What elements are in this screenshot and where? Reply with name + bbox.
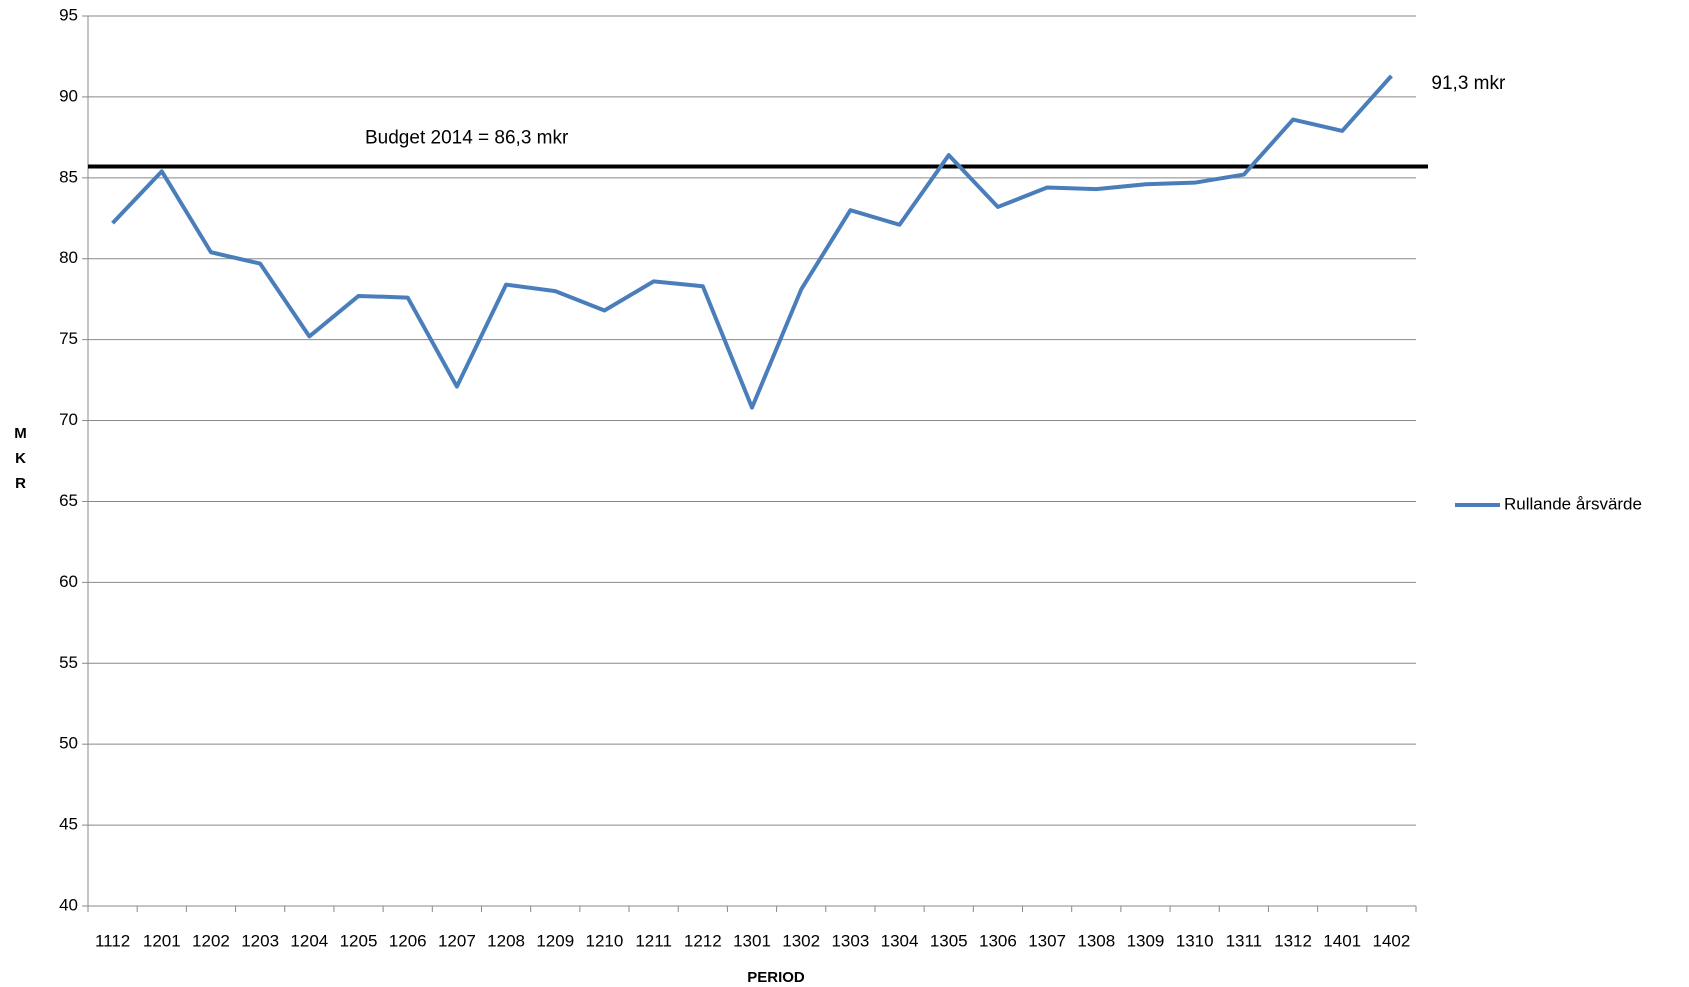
x-tick-label: 1202: [192, 931, 230, 950]
y-tick-label: 40: [59, 895, 78, 914]
x-tick-label: 1301: [733, 931, 771, 950]
data-line: [111, 74, 1393, 410]
x-tick-label: 1212: [684, 931, 722, 950]
x-tick-label: 1311: [1226, 931, 1263, 950]
x-tick-label: 1303: [831, 931, 869, 950]
x-tick-label: 1201: [143, 931, 181, 950]
y-tick-label: 90: [59, 86, 78, 105]
x-tick-label: 1305: [930, 931, 968, 950]
x-tick-label: 1210: [586, 931, 624, 950]
legend-label: Rullande årsvärde: [1504, 494, 1642, 513]
x-tick-label: 1309: [1127, 931, 1165, 950]
x-tick-label: 1209: [536, 931, 574, 950]
x-tick-label: 1401: [1323, 931, 1361, 950]
x-tick-label: 1208: [487, 931, 525, 950]
x-tick-label: 1402: [1372, 931, 1410, 950]
x-tick-label: 1112: [95, 931, 130, 950]
reference-label: Budget 2014 = 86,3 mkr: [365, 128, 569, 149]
x-tick-label: 1312: [1274, 931, 1312, 950]
y-tick-label: 70: [59, 410, 78, 429]
y-tick-label: 50: [59, 734, 78, 753]
y-tick-label: 65: [59, 491, 78, 510]
y-tick-label: 85: [59, 167, 78, 186]
x-tick-label: 1205: [340, 931, 378, 950]
x-tick-label: 1207: [438, 931, 476, 950]
x-tick-label: 1304: [881, 931, 919, 950]
data-label: 91,3 mkr: [1431, 73, 1506, 94]
y-axis-title: MKR: [12, 425, 29, 500]
y-tick-label: 45: [59, 815, 78, 834]
x-tick-label: 1308: [1077, 931, 1115, 950]
y-tick-label: 95: [59, 5, 78, 24]
x-tick-label: 1307: [1028, 931, 1066, 950]
y-tick-label: 55: [59, 653, 78, 672]
x-axis-title: PERIOD: [747, 969, 805, 986]
y-tick-label: 60: [59, 572, 78, 591]
x-tick-label: 1306: [979, 931, 1017, 950]
x-tick-label: 1302: [782, 931, 820, 950]
x-tick-label: 1203: [241, 931, 279, 950]
y-tick-label: 80: [59, 248, 78, 267]
x-tick-label: 1211: [635, 931, 672, 950]
x-tick-label: 1206: [389, 931, 427, 950]
y-tick-label: 75: [59, 329, 78, 348]
x-tick-label: 1310: [1176, 931, 1214, 950]
x-tick-label: 1204: [290, 931, 328, 950]
